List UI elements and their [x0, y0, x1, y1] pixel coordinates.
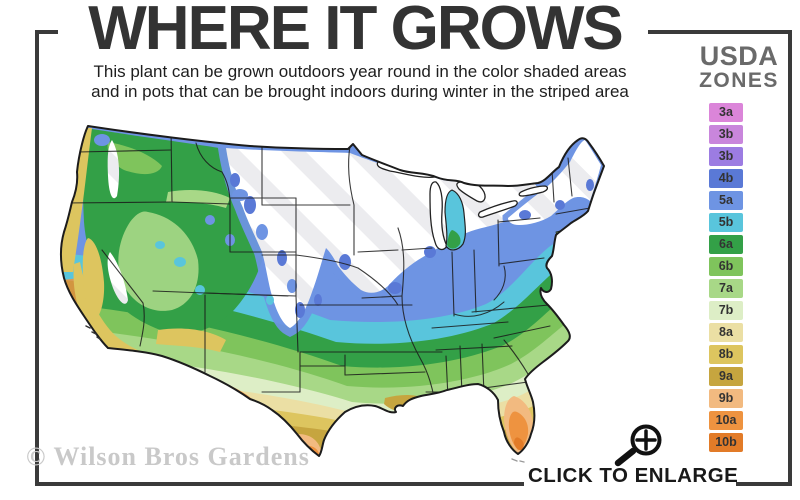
zone-chip: 9b [709, 389, 743, 408]
striped-area-sierra [107, 252, 128, 304]
us-outline [60, 125, 605, 457]
striped-area-northeast [508, 140, 601, 225]
zone-mottle-5a [94, 134, 297, 293]
lake-ontario [518, 185, 549, 197]
legend-title-line-1: USDA [699, 41, 779, 71]
zone-chip: 3b [709, 147, 743, 166]
zone-region-nv-7a [118, 211, 199, 311]
frame-bottom-left [35, 482, 524, 486]
us-hardiness-zone-map[interactable] [44, 110, 700, 478]
striped-area-cascades [107, 140, 120, 199]
subtitle-line-1: This plant can be grown outdoors year ro… [93, 62, 627, 81]
zone-chip: 5b [709, 213, 743, 232]
zone-mottle-4b [230, 173, 594, 318]
frame-bottom-right [736, 482, 791, 486]
zone-chip: 4b [709, 169, 743, 188]
zone-region-fl-10b [514, 437, 524, 451]
zone-chip: 9a [709, 367, 743, 386]
click-to-enlarge-label[interactable]: CLICK TO ENLARGE [528, 464, 739, 487]
zone-chip: 3a [709, 103, 743, 122]
zone-chip: 6a [709, 235, 743, 254]
zone-region-wa-6b [107, 142, 162, 175]
zone-chip: 3b [709, 125, 743, 144]
zone-chip: 5a [709, 191, 743, 210]
zone-chip: 10b [709, 433, 743, 452]
zone-list: 3a 3b 3b 4b 5a 5b 6a 6b 7a 7b 8a 8b 9a 9b 10a 10b [709, 103, 743, 455]
legend-title-line-2: ZONES [699, 69, 779, 92]
frame-top-left-stub [35, 30, 58, 34]
legend-title: USDA ZONES [686, 42, 792, 92]
zone-chip: 10a [709, 411, 743, 430]
magnifier-plus-icon[interactable] [606, 416, 668, 468]
zone-chip: 6b [709, 257, 743, 276]
frame-right [788, 30, 792, 486]
page-title: WHERE IT GROWS [88, 0, 623, 63]
frame-top-right [648, 30, 791, 34]
lake-erie [477, 200, 518, 218]
lake-michigan [429, 181, 448, 251]
michigan-south-green [447, 230, 461, 249]
zone-region-central-valley [82, 238, 105, 320]
zone-chip: 8b [709, 345, 743, 364]
zone-chip: 7b [709, 301, 743, 320]
florida-keys [511, 458, 525, 463]
channel-islands [85, 325, 101, 340]
zone-region-fl-10a [508, 411, 529, 450]
striped-area-north [226, 148, 538, 328]
frame-left [35, 30, 39, 486]
zone-chip: 8a [709, 323, 743, 342]
subtitle: This plant can be grown outdoors year ro… [60, 62, 660, 102]
zone-region-az-gold [156, 328, 226, 352]
zone-mottle-5b [155, 241, 274, 305]
watermark: © Wilson Bros Gardens [26, 442, 310, 471]
subtitle-line-2: and in pots that can be brought indoors … [91, 82, 629, 101]
zone-chip: 7a [709, 279, 743, 298]
